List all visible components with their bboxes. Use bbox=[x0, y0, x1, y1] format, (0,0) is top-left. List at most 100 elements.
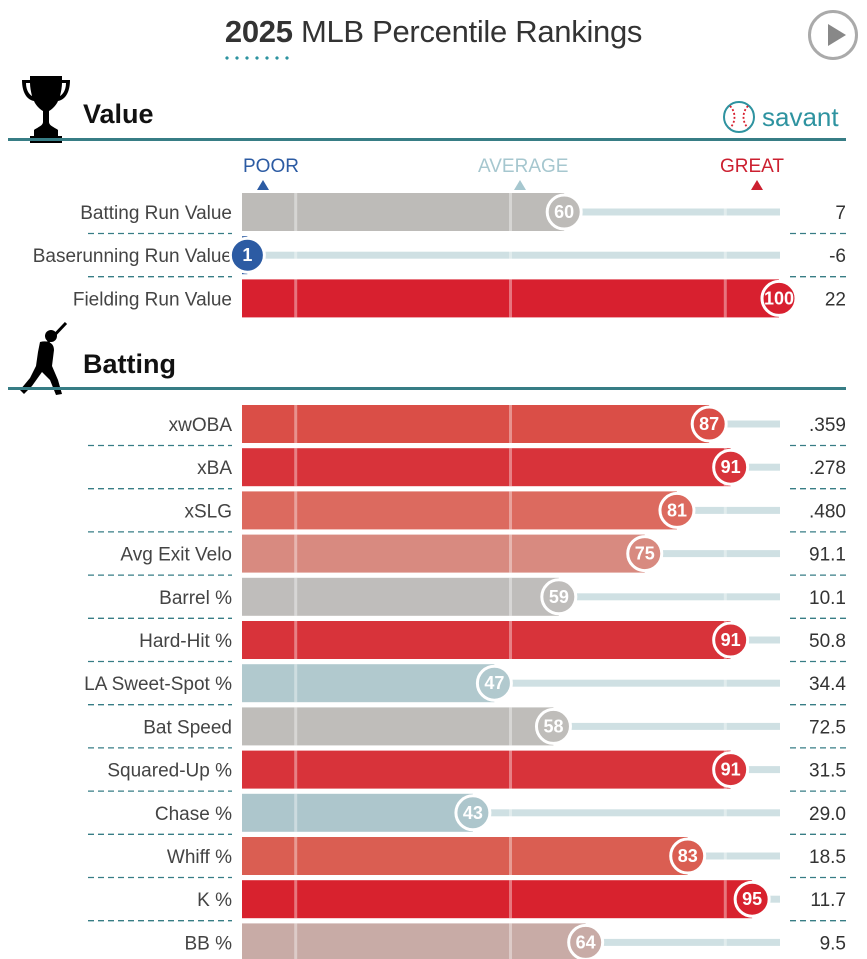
stat-value-avg-exit-velo: 91.1 bbox=[809, 545, 846, 566]
scale-poor-label: POOR bbox=[243, 156, 299, 177]
percentile-bubble-whiff bbox=[669, 837, 707, 875]
percentile-bubble-xba bbox=[712, 448, 750, 486]
section-divider-batting bbox=[8, 387, 846, 390]
percentile-bubble-baserunning-run-value bbox=[228, 236, 266, 274]
metric-label-chase: Chase % bbox=[155, 804, 232, 825]
metric-label-baserunning-run-value: Baserunning Run Value bbox=[33, 246, 232, 267]
section-divider-value bbox=[8, 138, 846, 141]
stat-value-xwoba: .359 bbox=[809, 415, 846, 436]
percentile-value-bb: 64 bbox=[576, 932, 596, 952]
percentile-bar-whiff bbox=[242, 837, 688, 875]
stat-value-la-sweet-spot: 34.4 bbox=[809, 674, 846, 695]
metric-label-squared-up: Squared-Up % bbox=[107, 761, 232, 782]
percentile-bar-bat-speed bbox=[242, 707, 554, 746]
scale-average-arrow bbox=[514, 180, 526, 190]
percentile-bubble-barrel bbox=[540, 578, 578, 616]
stat-value-xslg: .480 bbox=[809, 501, 846, 522]
percentile-bar-bb bbox=[242, 923, 586, 959]
metric-label-hard-hit: Hard-Hit % bbox=[139, 631, 232, 652]
percentile-bubble-xwoba bbox=[690, 405, 728, 443]
percentile-bubble-batting-run-value bbox=[545, 193, 583, 231]
metric-label-bat-speed: Bat Speed bbox=[143, 717, 232, 738]
page-title: 2025 MLB Percentile Rankings bbox=[0, 14, 867, 50]
scale-average-label: AVERAGE bbox=[478, 156, 569, 177]
percentile-value-avg-exit-velo: 75 bbox=[635, 544, 655, 564]
stat-value-whiff: 18.5 bbox=[809, 847, 846, 868]
title-year: 2025 bbox=[224, 14, 293, 49]
percentile-bar-fielding-run-value bbox=[242, 279, 779, 318]
metric-label-barrel: Barrel % bbox=[159, 588, 232, 609]
percentile-value-xslg: 81 bbox=[667, 500, 687, 520]
percentile-bar-la-sweet-spot bbox=[242, 664, 495, 703]
percentile-bar-xslg bbox=[242, 491, 677, 530]
batter-icon bbox=[20, 322, 68, 395]
percentile-bubble-bb bbox=[567, 923, 605, 959]
percentile-value-xwoba: 87 bbox=[699, 414, 719, 434]
percentile-value-k: 95 bbox=[742, 889, 762, 909]
metric-label-k: K % bbox=[197, 890, 232, 911]
scale-great-label: GREAT bbox=[720, 156, 785, 177]
title-text: MLB Percentile Rankings bbox=[292, 14, 643, 49]
metric-label-la-sweet-spot: LA Sweet-Spot % bbox=[84, 674, 232, 695]
percentile-bubble-avg-exit-velo bbox=[626, 535, 664, 573]
stat-value-bat-speed: 72.5 bbox=[809, 717, 846, 738]
percentile-track-chase bbox=[242, 809, 780, 817]
stat-value-chase: 29.0 bbox=[809, 804, 846, 825]
percentile-bar-batting-run-value bbox=[242, 193, 565, 231]
metric-label-xba: xBA bbox=[197, 458, 232, 479]
percentile-value-fielding-run-value: 100 bbox=[764, 288, 794, 308]
percentile-bubble-bat-speed bbox=[534, 707, 572, 745]
stat-value-baserunning-run-value: -6 bbox=[829, 246, 846, 267]
percentile-value-bat-speed: 58 bbox=[543, 716, 563, 736]
percentile-bubble-hard-hit bbox=[712, 621, 750, 659]
metric-label-xslg: xSLG bbox=[184, 501, 232, 522]
percentile-bubble-fielding-run-value bbox=[760, 279, 798, 317]
percentile-bubble-la-sweet-spot bbox=[475, 664, 513, 702]
stat-value-k: 11.7 bbox=[810, 890, 846, 911]
metric-label-bb: BB % bbox=[184, 933, 232, 954]
percentile-value-la-sweet-spot: 47 bbox=[484, 673, 504, 693]
baseball-icon bbox=[723, 101, 755, 133]
scale-great-arrow bbox=[751, 180, 763, 190]
percentile-value-batting-run-value: 60 bbox=[554, 202, 574, 222]
metric-label-fielding-run-value: Fielding Run Value bbox=[73, 289, 232, 310]
percentile-bar-barrel bbox=[242, 577, 559, 616]
percentile-value-squared-up: 91 bbox=[721, 760, 741, 780]
percentile-bubble-chase bbox=[454, 794, 492, 832]
metric-label-whiff: Whiff % bbox=[167, 847, 232, 868]
metric-label-xwoba: xwOBA bbox=[169, 415, 233, 436]
percentile-bar-xba bbox=[242, 448, 731, 487]
percentile-bar-avg-exit-velo bbox=[242, 534, 645, 573]
section-title-batting: Batting bbox=[83, 349, 176, 379]
percentile-bar-xwoba bbox=[242, 405, 710, 443]
section-title-value: Value bbox=[83, 99, 154, 129]
stat-value-fielding-run-value: 22 bbox=[825, 289, 846, 310]
title-underline-dots bbox=[222, 56, 292, 60]
percentile-bubble-xslg bbox=[658, 491, 696, 529]
percentile-value-chase: 43 bbox=[463, 803, 483, 823]
percentile-bubble-k bbox=[733, 880, 771, 918]
percentile-bar-squared-up bbox=[242, 750, 731, 789]
percentile-bar-hard-hit bbox=[242, 621, 731, 659]
percentile-bar-k bbox=[242, 880, 753, 919]
percentile-track-baserunning-run-value bbox=[242, 251, 780, 259]
percentile-bubble-squared-up bbox=[712, 751, 750, 789]
stat-value-squared-up: 31.5 bbox=[809, 761, 846, 782]
percentile-value-hard-hit: 91 bbox=[721, 630, 741, 650]
stat-value-bb: 9.5 bbox=[820, 933, 846, 954]
scale-poor-arrow bbox=[257, 180, 269, 190]
percentile-value-whiff: 83 bbox=[678, 846, 698, 866]
stat-value-hard-hit: 50.8 bbox=[809, 631, 846, 652]
percentile-value-xba: 91 bbox=[721, 457, 741, 477]
metric-label-batting-run-value: Batting Run Value bbox=[80, 203, 232, 224]
metric-label-avg-exit-velo: Avg Exit Velo bbox=[120, 545, 232, 566]
stat-value-barrel: 10.1 bbox=[809, 588, 846, 609]
percentile-bar-chase bbox=[242, 793, 473, 832]
play-button[interactable] bbox=[808, 10, 858, 60]
stat-value-batting-run-value: 7 bbox=[835, 203, 846, 224]
percentile-value-barrel: 59 bbox=[549, 587, 569, 607]
savant-logo[interactable]: savant bbox=[722, 100, 839, 134]
savant-label: savant bbox=[762, 101, 839, 132]
stat-value-xba: .278 bbox=[809, 458, 846, 479]
